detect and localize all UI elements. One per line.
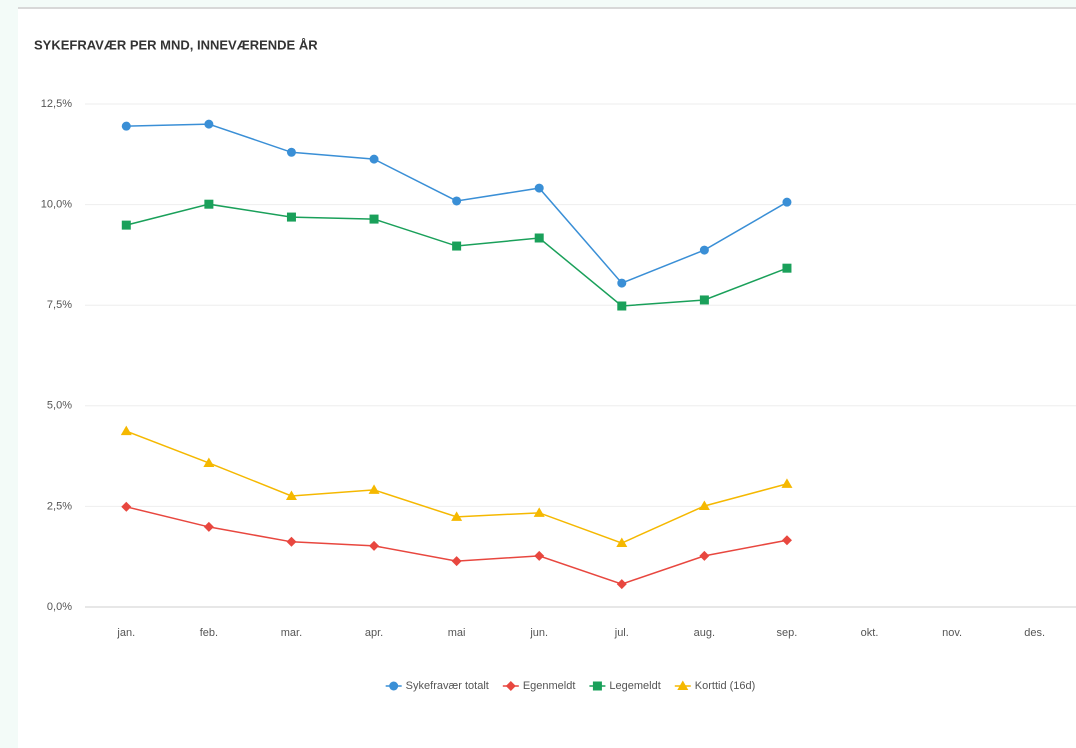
- legend-item: Egenmeldt: [502, 680, 576, 692]
- marker: [285, 490, 297, 500]
- legend-label: Sykefravær totalt: [406, 680, 489, 692]
- marker: [617, 301, 627, 311]
- marker: [121, 220, 131, 230]
- legend-label: Korttid (16d): [695, 680, 756, 692]
- x-tick-label: jun.: [529, 627, 548, 639]
- marker: [369, 214, 379, 224]
- x-tick-label: mar.: [281, 627, 302, 639]
- chart-title: SYKEFRAVÆR PER MND, INNEVÆRENDE ÅR: [34, 37, 318, 52]
- legend-label: Egenmeldt: [523, 680, 576, 692]
- marker: [203, 457, 215, 467]
- x-tick-label: feb.: [200, 627, 218, 639]
- y-tick-label: 2,5%: [47, 500, 72, 512]
- marker: [204, 199, 214, 209]
- marker: [203, 521, 214, 532]
- marker: [592, 681, 602, 691]
- x-tick-label: apr.: [365, 627, 383, 639]
- x-tick-label: nov.: [942, 627, 962, 639]
- marker: [534, 183, 544, 193]
- marker: [505, 681, 516, 691]
- legend-item: Korttid (16d): [674, 680, 756, 692]
- marker: [782, 197, 792, 207]
- x-tick-label: sep.: [777, 627, 798, 639]
- marker: [286, 147, 296, 157]
- marker: [389, 681, 399, 691]
- marker: [121, 121, 131, 131]
- marker: [286, 536, 297, 547]
- marker: [699, 550, 710, 561]
- x-tick-label: aug.: [694, 627, 715, 639]
- marker: [698, 500, 710, 510]
- marker: [286, 212, 296, 222]
- marker: [120, 425, 132, 436]
- x-tick-label: mai: [448, 627, 466, 639]
- marker: [451, 511, 463, 521]
- legend-label: Legemeldt: [609, 680, 660, 692]
- x-tick-label: des.: [1024, 627, 1045, 639]
- x-tick-label: okt.: [861, 627, 879, 639]
- marker: [369, 540, 380, 551]
- y-tick-label: 5,0%: [47, 400, 72, 412]
- marker: [699, 295, 709, 305]
- marker: [451, 556, 462, 567]
- marker: [533, 507, 545, 517]
- marker: [204, 119, 214, 129]
- marker: [534, 550, 545, 561]
- legend-item: Legemeldt: [589, 680, 661, 692]
- marker: [452, 241, 462, 251]
- panel: [18, 8, 1076, 748]
- y-tick-label: 7,5%: [47, 299, 72, 311]
- x-tick-label: jan.: [116, 627, 135, 639]
- marker: [616, 537, 628, 548]
- marker: [781, 535, 792, 546]
- y-tick-label: 12,5%: [41, 98, 72, 110]
- y-tick-label: 10,0%: [41, 199, 72, 211]
- legend: Sykefravær totalt Egenmeldt Legemeldt Kortt…: [385, 680, 756, 692]
- marker: [781, 478, 793, 488]
- marker: [121, 501, 132, 512]
- marker: [782, 263, 792, 273]
- marker: [699, 245, 709, 255]
- marker: [617, 278, 627, 288]
- marker: [616, 579, 627, 590]
- marker: [534, 233, 544, 243]
- marker: [368, 484, 380, 494]
- x-tick-label: jul.: [614, 627, 629, 639]
- marker: [369, 154, 379, 164]
- y-tick-label: 0,0%: [47, 601, 72, 613]
- marker: [677, 680, 689, 690]
- legend-item: Sykefravær totalt: [385, 680, 489, 692]
- marker: [452, 196, 462, 206]
